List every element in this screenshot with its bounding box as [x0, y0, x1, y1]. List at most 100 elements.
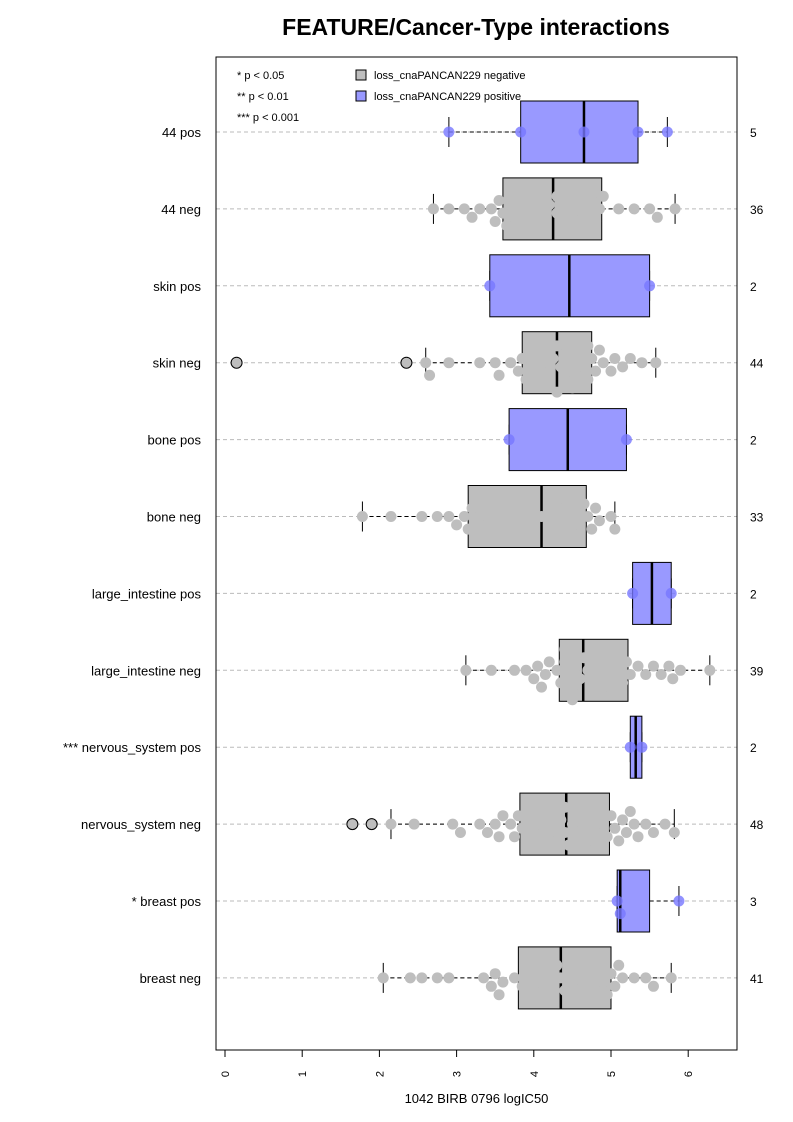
data-point — [520, 664, 532, 676]
group-label: * breast pos — [132, 894, 202, 909]
group-label: skin neg — [153, 356, 201, 371]
data-point — [570, 831, 582, 843]
data-point — [532, 220, 544, 232]
data-point — [586, 677, 598, 689]
data-point — [611, 895, 623, 907]
data-point — [620, 656, 632, 668]
data-point — [431, 972, 443, 984]
data-point — [605, 673, 617, 685]
data-point — [497, 810, 509, 822]
group-label: bone neg — [147, 510, 201, 525]
data-point — [624, 741, 636, 753]
data-point — [593, 344, 605, 356]
data-point — [489, 511, 501, 522]
group-count: 44 — [750, 357, 764, 371]
data-point — [509, 211, 520, 223]
data-point — [489, 216, 501, 227]
data-point — [640, 669, 652, 680]
data-point — [570, 660, 582, 672]
data-point — [520, 511, 532, 522]
data-point — [474, 357, 486, 369]
data-point — [593, 669, 605, 680]
data-point — [551, 340, 563, 352]
data-point — [665, 587, 677, 599]
legend: * p < 0.05 ** p < 0.01 *** p < 0.001 loss_c… — [237, 69, 525, 124]
data-point — [551, 190, 563, 202]
data-point — [547, 353, 559, 364]
data-point — [578, 652, 590, 664]
data-point — [485, 664, 497, 676]
data-point — [624, 806, 636, 817]
data-point — [593, 806, 605, 817]
data-point — [632, 660, 644, 672]
data-point — [644, 280, 656, 292]
data-point — [528, 336, 540, 348]
data-point — [551, 511, 563, 522]
data-point — [536, 976, 548, 988]
data-point — [582, 959, 594, 971]
data-point — [597, 976, 609, 988]
data-point — [578, 498, 590, 510]
data-point — [613, 835, 625, 847]
data-point — [462, 523, 474, 535]
group-count: 39 — [750, 664, 764, 678]
data-point — [617, 361, 629, 373]
data-point — [489, 357, 501, 369]
group-count: 2 — [750, 434, 757, 448]
outlier-point — [365, 818, 378, 831]
data-point — [563, 669, 575, 680]
data-point — [474, 511, 486, 522]
data-point — [605, 968, 617, 980]
data-point — [509, 972, 520, 984]
data-point — [532, 660, 544, 672]
data-point — [574, 810, 586, 822]
data-point — [586, 195, 598, 206]
group-count: 2 — [750, 587, 757, 601]
data-point — [458, 203, 470, 215]
data-point — [601, 831, 613, 843]
data-point — [524, 972, 536, 984]
data-point — [356, 511, 368, 522]
data-point — [563, 515, 575, 527]
data-point — [509, 831, 520, 843]
data-point — [555, 361, 567, 373]
x-tick-label: 1 — [297, 1071, 309, 1077]
data-point — [539, 344, 551, 356]
data-point — [644, 203, 656, 215]
data-point — [532, 964, 544, 975]
data-point — [574, 348, 586, 360]
group-count: 5 — [750, 126, 757, 140]
data-point — [582, 207, 594, 219]
data-point — [609, 652, 621, 664]
data-point — [528, 673, 540, 685]
data-point — [559, 348, 571, 360]
data-point — [605, 365, 617, 377]
data-point — [586, 523, 598, 535]
data-point — [647, 827, 659, 838]
data-point — [590, 216, 602, 227]
group-count: 36 — [750, 203, 764, 217]
data-point — [493, 369, 505, 381]
data-point — [543, 378, 555, 390]
data-point — [566, 382, 578, 394]
data-point — [516, 353, 528, 364]
group-count: 3 — [750, 895, 757, 909]
data-point — [570, 369, 582, 381]
data-point — [655, 669, 667, 680]
data-point — [424, 369, 436, 381]
data-point — [536, 818, 548, 830]
data-point — [555, 972, 567, 984]
data-point — [484, 280, 496, 292]
group-label: skin pos — [153, 279, 201, 294]
data-point — [404, 972, 416, 984]
data-point — [481, 519, 493, 531]
data-point — [578, 361, 590, 373]
group-label: 44 pos — [162, 125, 202, 140]
legend-swatch — [355, 69, 367, 81]
group-label: 44 neg — [161, 202, 201, 217]
data-point — [458, 511, 470, 522]
data-point — [590, 985, 602, 996]
grid-layer — [216, 131, 737, 979]
data-point — [505, 199, 517, 211]
data-point — [563, 336, 575, 348]
